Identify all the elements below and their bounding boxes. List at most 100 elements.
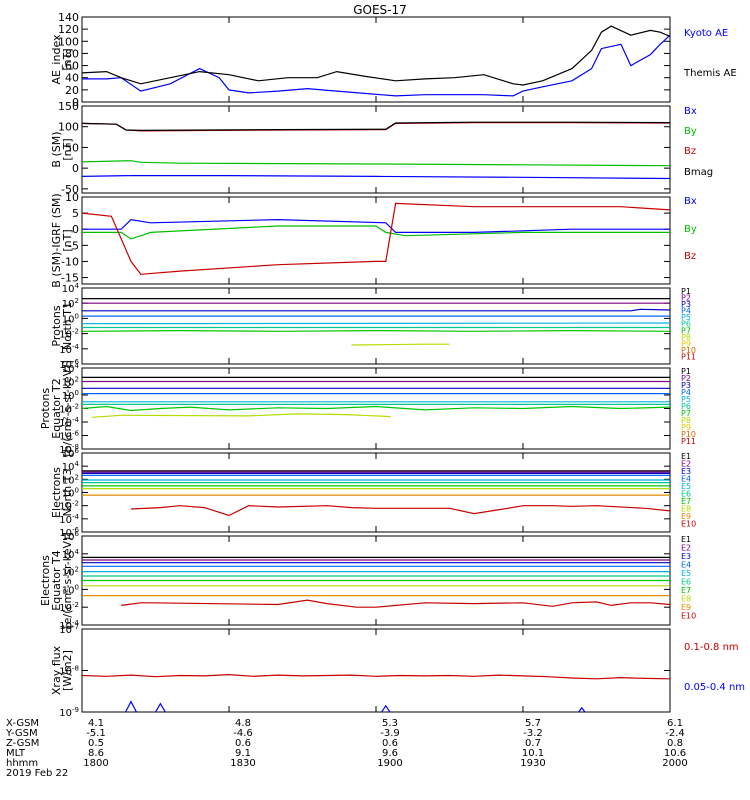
panel-5: 10410210010-210-410-610-8ProtonsEquator … — [39, 360, 696, 457]
legend-entry: P10 — [681, 346, 696, 355]
y-tick-label: 10-4 — [59, 619, 79, 632]
footer-value: 1800 — [83, 758, 108, 769]
y-axis-label: B (SM)-IGRF (SM) — [50, 193, 63, 287]
y-tick-label: 20 — [65, 84, 79, 97]
y-axis-label: B (SM) — [50, 131, 63, 167]
panel-3: 10 5 0 -5 -10 -15B (SM)-IGRF (SM)[nT] Bx By Bz — [50, 191, 697, 288]
footer-value: 0.7 — [525, 738, 541, 749]
footer-value: -5.1 — [86, 728, 106, 739]
y-tick-label: 102 — [62, 473, 79, 486]
legend-entry: P9 — [681, 423, 691, 432]
y-tick-label: 100 — [62, 487, 79, 500]
y-tick-label: 140 — [58, 11, 79, 24]
footer-value: 9.6 — [382, 748, 398, 759]
footer-value: 0.5 — [88, 738, 104, 749]
series-group — [82, 673, 670, 712]
legend-entry: P9 — [681, 339, 691, 348]
panel-frame — [81, 452, 671, 533]
series-line-kyoto-ae — [82, 34, 670, 97]
y-tick-label: 10-6 — [59, 358, 79, 371]
legend-entry: Themis AE — [683, 68, 737, 79]
footer-value: 4.1 — [88, 718, 104, 729]
legend-entry: E6 — [681, 578, 691, 587]
panel-8: 10-7 10-8 10-9 Xray flux[W/m2] 0.1-0.8 nm 0.0… — [50, 623, 745, 719]
series-line-bmag — [82, 121, 670, 132]
y-tick-label: 120 — [58, 23, 79, 36]
y-tick-label: 10-8 — [59, 443, 79, 456]
y-tick-label: 10-9 — [59, 706, 79, 719]
series-line-by — [82, 225, 670, 240]
legend-entry: P3 — [681, 381, 691, 390]
panel-frame — [81, 105, 671, 194]
y-tick-label: 100 — [58, 35, 79, 48]
y-tick-label: 10-6 — [59, 430, 79, 443]
y-tick-label: 100 — [58, 121, 79, 134]
y-tick-label: 100 — [62, 389, 79, 402]
footer-value: 9.1 — [235, 748, 251, 759]
footer-value: 10.6 — [664, 748, 686, 759]
y-tick-label: 40 — [65, 72, 79, 85]
footer-value: 0.8 — [667, 738, 683, 749]
footer-value: 0.6 — [235, 738, 251, 749]
footer-value: 10.1 — [522, 748, 544, 759]
legend-entry: E5 — [681, 482, 691, 491]
y-tick-label: 10-2 — [59, 500, 79, 513]
legend-entry: E2 — [681, 460, 691, 469]
y-tick-label: 50 — [65, 141, 79, 154]
series-line-p7 — [82, 329, 670, 332]
footer-value: 1900 — [377, 758, 402, 769]
y-axis-label: Protons — [39, 388, 52, 429]
footer-value: 2000 — [662, 758, 687, 769]
legend-entry: P11 — [681, 437, 696, 446]
footer-value: -4.6 — [233, 728, 253, 739]
y-tick-label: -5 — [68, 239, 79, 252]
series-line-by — [82, 160, 670, 167]
legend-entry: E6 — [681, 490, 691, 499]
y-axis-label: Electrons — [39, 555, 52, 606]
y-tick-label: 60 — [65, 60, 79, 73]
y-tick-label: -10 — [61, 255, 79, 268]
panel-2: 150 100 50 0 -50 B (SM)[nT] Bx By Bz Bmag — [50, 100, 713, 196]
y-tick-label: 10-4 — [59, 513, 79, 526]
y-tick-label: 5 — [72, 207, 79, 220]
footer-value: 5.3 — [382, 718, 398, 729]
y-tick-label: 100 — [62, 312, 79, 325]
legend-entry: E1 — [681, 535, 691, 544]
y-axis-label: [p/(cm²-s-sr-keV)] — [61, 360, 74, 457]
y-axis-label: [e/(cm²-s-sr-keV)] — [61, 532, 74, 628]
footer-value: 0.6 — [382, 738, 398, 749]
footer-value: 5.7 — [525, 718, 541, 729]
legend-entry: P4 — [681, 307, 691, 316]
series-line-themis-ae — [82, 25, 670, 86]
y-axis-label: North T3 — [61, 469, 74, 517]
legend-entry: P4 — [681, 388, 691, 397]
legend-entry: P1 — [681, 367, 691, 376]
footer-row-label: Z-GSM — [6, 738, 39, 749]
y-axis-label: [nT] — [61, 48, 74, 70]
y-tick-label: 10-2 — [59, 403, 79, 416]
footer-row-label: Y-GSM — [5, 728, 38, 739]
y-axis-label: Electrons — [50, 467, 63, 518]
legend-entry: 0.05-0.4 nm — [684, 682, 745, 693]
legend-entry: E5 — [681, 569, 691, 578]
y-axis-label: Protons — [50, 305, 63, 346]
legend-entry: P5 — [681, 395, 691, 404]
legend-entry: E8 — [681, 505, 691, 514]
legend-entry: 0.1-0.8 nm — [684, 642, 739, 653]
series-group — [82, 376, 670, 418]
series-line-bx — [82, 175, 670, 180]
series-line-bz — [82, 202, 670, 275]
y-axis-label: [nT] — [61, 229, 74, 251]
legend-entry: P7 — [681, 326, 691, 335]
y-tick-label: 102 — [62, 566, 79, 579]
legend-entry: E9 — [681, 603, 691, 612]
panel-frame — [81, 287, 671, 365]
panel-frame — [81, 196, 671, 285]
y-tick-label: 10-4 — [59, 343, 79, 356]
y-axis-label: Equator T2 — [50, 378, 63, 438]
footer-row-label: MLT — [6, 748, 26, 759]
series-group — [82, 202, 670, 275]
legend-entry: P1 — [681, 287, 691, 296]
legend-entry: E10 — [681, 612, 696, 621]
y-tick-label: 100 — [62, 583, 79, 596]
